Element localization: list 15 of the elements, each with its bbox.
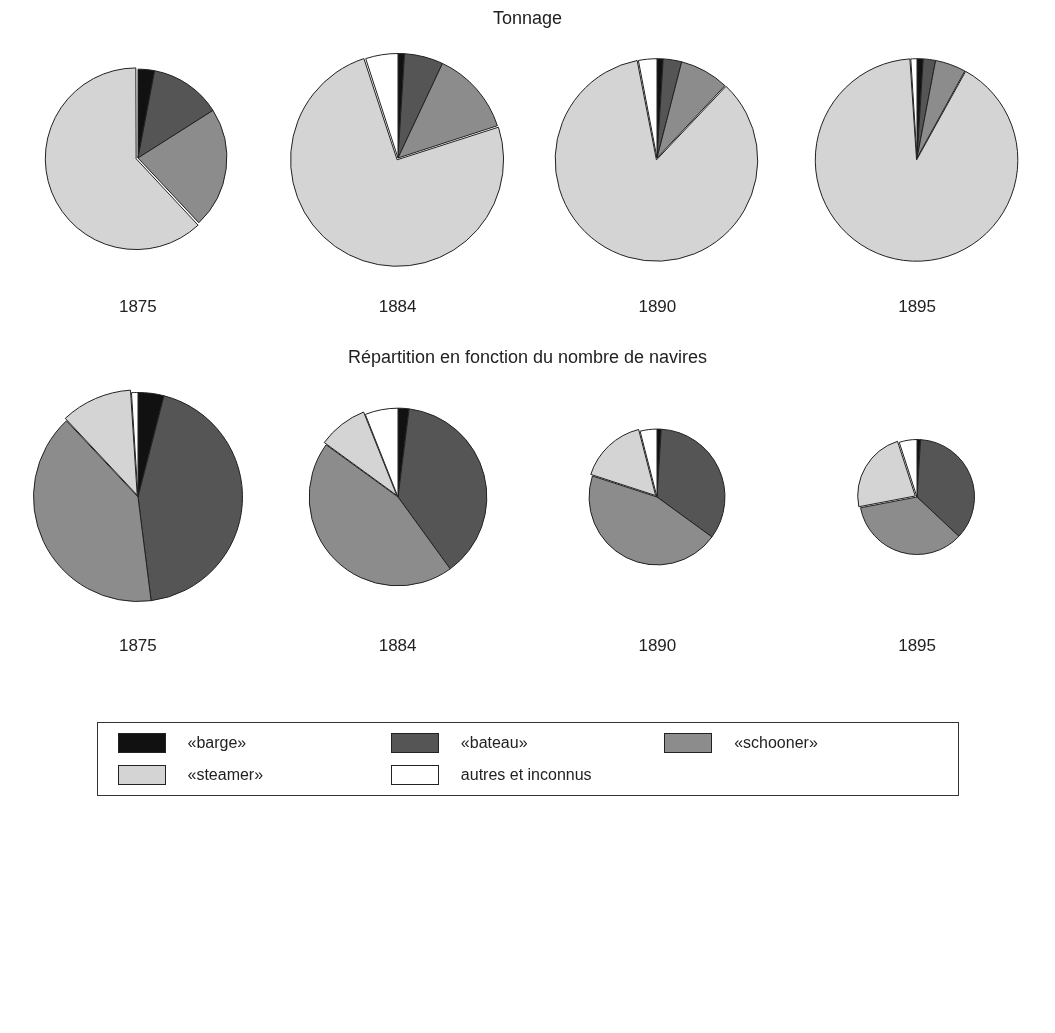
text: 1875 [117,297,158,317]
legend-label: «barge» [187,734,247,752]
text: Répartition en fonction du nombre de navires [346,347,709,368]
text: 1884 [377,297,418,317]
text: 1895 [897,636,938,656]
legend-label: «steamer» [187,766,264,784]
text: 1875 [117,636,158,656]
legend-label: «bateau» [460,734,528,752]
legend-label: «schooner» [734,734,818,752]
legend-label: autres et inconnus [460,766,592,784]
chart-title: Tonnage [491,8,564,29]
text: 1890 [637,636,678,656]
text: 1884 [377,636,418,656]
text: 1890 [637,297,678,317]
text: 1895 [897,297,938,317]
